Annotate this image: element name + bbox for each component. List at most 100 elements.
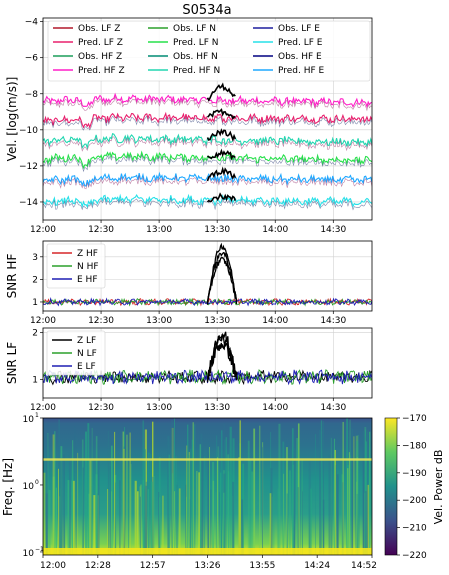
spectrogram-x-tick-label: 13:55	[249, 561, 275, 571]
spectrogram-stripe	[45, 493, 48, 555]
spectrogram-stripe	[242, 463, 245, 555]
spectrogram-stripes	[43, 418, 372, 555]
spectrogram-stripe	[59, 488, 61, 555]
spectrogram-stripe	[178, 488, 181, 555]
spectrogram-stripe	[302, 491, 303, 555]
spectrogram-stripe	[369, 431, 371, 555]
spectrogram-stripe	[152, 476, 154, 555]
spectrogram-stripe	[283, 473, 285, 555]
velocity-series-line	[43, 193, 372, 209]
spectrogram-stripe	[310, 488, 313, 555]
spectrogram-stripe	[293, 447, 296, 555]
snr-hf-axes-frame	[42, 240, 373, 312]
spectrogram-stripe	[336, 474, 339, 555]
spectrogram-stripe	[97, 441, 100, 555]
snr-hf-series	[43, 242, 372, 307]
spectrogram-stripe	[323, 420, 324, 555]
spectrogram-stripe	[45, 433, 48, 555]
main-y-tick-label: −6	[25, 54, 39, 64]
spectrogram-stripe	[95, 436, 98, 555]
spectrogram-stripe	[175, 456, 177, 555]
hf-y-tick-label: 2	[32, 275, 38, 285]
spectrogram-stripe	[216, 435, 218, 555]
spectrogram-stripe	[123, 446, 126, 555]
spectrogram-stripe	[203, 456, 206, 555]
velocity-series	[43, 82, 372, 211]
snr-lf-y-label: SNR LF	[5, 342, 19, 384]
colorbar-tick-label: −190	[402, 469, 427, 479]
velocity-y-ticks: −14 −12 −10 −8 −6 −4	[19, 18, 43, 208]
figure-title: S0534a	[182, 3, 231, 18]
spectrogram-stripe	[137, 491, 139, 555]
spectrogram-stripe	[209, 446, 210, 555]
spectrogram-stripe	[225, 437, 227, 555]
spectrogram-stripe	[335, 465, 337, 555]
lf-x-tick-label: 14:30	[320, 403, 346, 413]
spectrogram-stripe	[68, 452, 71, 555]
velocity-legend-entry: Pred. LF Z	[78, 38, 123, 48]
velocity-legend-entry: Pred. HF N	[173, 66, 220, 76]
snr-hf-panel: 1 2 3 12:00 12:30 13:00 13:30 14:00 14:30 SNR H…	[5, 240, 373, 326]
spectrogram-stripe	[63, 454, 65, 555]
spectrogram-stripe	[251, 471, 254, 555]
main-x-tick-label: 12:00	[30, 225, 56, 235]
spectrogram-stripe	[48, 489, 51, 555]
lf-x-tick-label: 12:00	[30, 403, 56, 413]
velocity-legend-entry: Obs. LF N	[173, 24, 216, 34]
spectrogram-stripe	[364, 493, 366, 555]
spectrogram-stripe	[209, 489, 212, 555]
spectrogram-stripe	[52, 476, 55, 555]
spectrogram-stripe	[85, 431, 88, 555]
spectrogram-stripe	[187, 424, 189, 555]
spectrogram-stripe	[189, 448, 192, 555]
lf-legend-box	[46, 330, 106, 376]
spectrogram-stripe	[273, 494, 275, 555]
spectrogram-stripe	[47, 432, 49, 555]
spectrogram-stripe	[308, 458, 311, 555]
spectrogram-stripe	[296, 437, 299, 555]
spectrogram-stripe	[278, 423, 281, 555]
spectrogram-stripe	[147, 452, 150, 555]
spectrogram-stripe	[145, 485, 148, 555]
spectrogram-stripe	[219, 492, 220, 555]
spectrogram-stripe	[282, 441, 285, 555]
spectrogram-stripe	[67, 480, 70, 555]
main-y-tick-label: −10	[19, 126, 38, 136]
spectrogram-stripe	[223, 473, 226, 555]
spectrogram-stripe	[319, 430, 322, 555]
snr-lf-legend: Z LF N LF E LF	[46, 330, 106, 376]
spectrogram-stripe	[356, 440, 359, 555]
spectrogram-stripe	[167, 436, 170, 555]
velocity-legend-entry: Pred. HF E	[278, 66, 325, 76]
hf-legend-entry: E HF	[77, 275, 98, 285]
spectrogram-stripe	[353, 436, 355, 555]
hf-x-tick-label: 13:30	[204, 316, 230, 326]
hf-y-tick-label: 1	[32, 298, 38, 308]
colorbar-tick-label: −210	[402, 524, 427, 534]
spectrogram-stripe	[58, 419, 60, 555]
spectrogram-stripe	[308, 488, 310, 555]
velocity-event-trace	[207, 148, 236, 161]
colorbar-tick-label: −180	[402, 441, 427, 451]
spectrogram-stripe	[286, 493, 289, 555]
main-x-tick-label: 12:30	[88, 225, 114, 235]
snr-hf-x-ticks: 12:00 12:30 13:00 13:30 14:00 14:30	[30, 311, 347, 326]
velocity-legend-entry: Obs. HF Z	[78, 52, 122, 62]
spectrogram-stripe	[176, 482, 178, 555]
spectrogram-stripe	[232, 481, 235, 555]
spectrogram-stripe	[200, 491, 203, 555]
spectrogram-stripe	[212, 461, 215, 555]
main-y-tick-label: −4	[25, 18, 39, 28]
spectrogram-stripe	[139, 496, 141, 555]
hf-x-tick-label: 12:00	[30, 316, 56, 326]
hf-event-trace	[206, 256, 238, 302]
spectrogram-stripe	[261, 447, 263, 555]
spectrogram-stripe	[96, 493, 99, 555]
velocity-event-trace	[206, 108, 236, 120]
colorbar-tick-label: −200	[402, 496, 427, 506]
spectrogram-stripe	[74, 426, 76, 555]
spectrogram-stripe	[130, 464, 132, 555]
spectrogram-y-tick-label: 10	[23, 549, 35, 559]
